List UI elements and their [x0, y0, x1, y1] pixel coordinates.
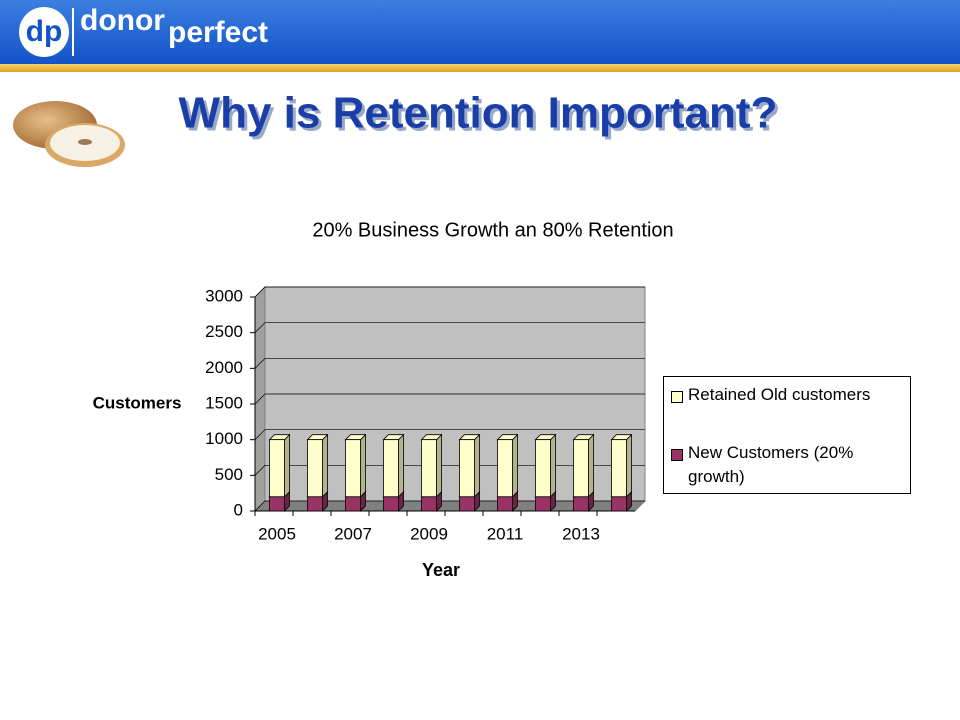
y-tick-label: 500 — [215, 465, 243, 484]
grid-line — [254, 322, 645, 333]
legend-label: New Customers (20% growth) — [688, 443, 854, 486]
bar — [535, 496, 551, 512]
legend-label: Retained Old customers — [688, 385, 871, 404]
x-tick-label: 2011 — [487, 524, 524, 543]
y-tick-label: 1000 — [205, 429, 243, 448]
bar — [459, 439, 475, 498]
header-stripe — [0, 64, 960, 72]
y-tick-label: 1500 — [205, 393, 243, 412]
logo-word: donor — [80, 4, 165, 37]
y-tick-label: 2000 — [205, 358, 243, 377]
bar — [421, 496, 437, 512]
bar — [535, 439, 551, 498]
bar — [307, 496, 323, 512]
bar — [459, 496, 475, 512]
logo-word: perfect — [168, 16, 268, 49]
bar-side — [474, 433, 480, 498]
bar — [611, 439, 627, 498]
bar-side — [626, 433, 632, 498]
bar — [497, 439, 513, 498]
bar — [345, 496, 361, 512]
grid-line — [254, 429, 645, 440]
header-bar — [0, 0, 960, 64]
bar — [269, 496, 285, 512]
bar — [345, 439, 361, 498]
bar — [383, 496, 399, 512]
x-tick-label: 2009 — [410, 524, 448, 543]
bar — [497, 496, 513, 512]
grid-line — [254, 393, 645, 405]
bar — [573, 496, 589, 512]
y-tick-label: 2500 — [205, 322, 243, 341]
bar-side — [360, 433, 366, 498]
slide-title: Why is Retention Important? — [179, 89, 778, 138]
bar — [383, 439, 399, 498]
bar — [269, 439, 285, 498]
bar-side — [284, 433, 290, 498]
bar — [421, 439, 437, 498]
bar-side — [512, 433, 518, 498]
bar-side — [322, 433, 328, 498]
logo-circle — [19, 7, 69, 57]
logo-mark: dp — [26, 15, 63, 48]
bagel-icon — [78, 139, 92, 145]
bar — [573, 439, 589, 498]
x-tick-label: 2013 — [562, 524, 600, 543]
x-tick-label: 2005 — [258, 524, 296, 543]
y-tick-label: 3000 — [205, 286, 243, 305]
bar-side — [436, 433, 442, 498]
y-axis-label: Customers — [93, 393, 182, 412]
grid-line — [254, 500, 645, 512]
legend: Retained Old customers New Customers (20%… — [663, 376, 911, 494]
x-tick-label: 2007 — [334, 524, 372, 543]
slide-title-shadow: Why is Retention Important? — [182, 92, 781, 141]
grid-line — [254, 464, 645, 476]
bar-side — [550, 433, 556, 498]
grid-line — [254, 286, 645, 298]
legend-swatch — [671, 391, 683, 403]
x-axis-label: Year — [422, 560, 460, 580]
y-tick-label: 0 — [234, 500, 243, 519]
grid-line — [254, 357, 645, 369]
legend-swatch — [671, 449, 683, 461]
bar-side — [588, 433, 594, 498]
bar — [611, 496, 627, 512]
chart-title: 20% Business Growth an 80% Retention — [312, 219, 673, 241]
bar — [307, 439, 323, 498]
bar-side — [398, 433, 404, 498]
